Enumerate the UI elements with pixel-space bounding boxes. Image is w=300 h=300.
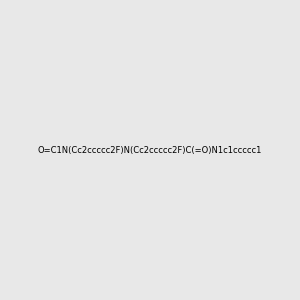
Text: O=C1N(Cc2ccccc2F)N(Cc2ccccc2F)C(=O)N1c1ccccc1: O=C1N(Cc2ccccc2F)N(Cc2ccccc2F)C(=O)N1c1c…: [38, 146, 262, 154]
